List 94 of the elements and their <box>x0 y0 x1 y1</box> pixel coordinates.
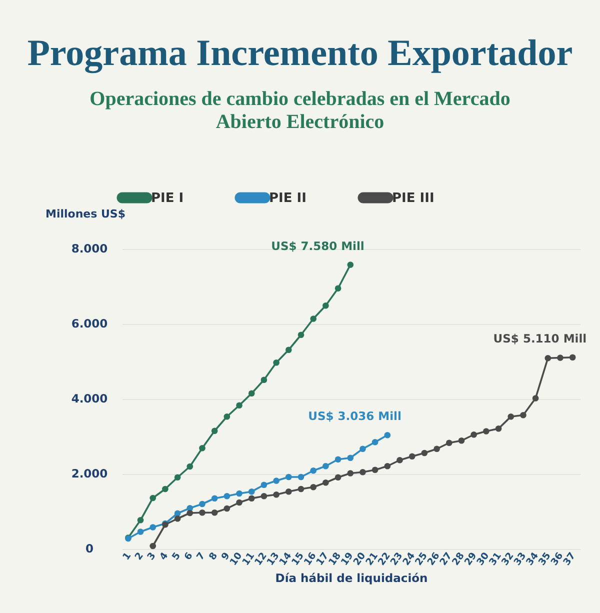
x-tick-label: 5 <box>170 550 183 562</box>
point <box>199 444 206 452</box>
point <box>285 488 292 495</box>
point <box>248 488 255 495</box>
legend-label: PIE II <box>269 190 306 206</box>
point <box>174 474 181 481</box>
point <box>372 466 378 474</box>
annotation: US$ 3.036 Mill <box>308 409 402 424</box>
point <box>224 505 230 512</box>
point <box>322 479 329 486</box>
y-axis-title: Millones US$ <box>46 208 126 220</box>
point <box>273 478 280 484</box>
point <box>273 359 280 366</box>
point <box>260 376 268 384</box>
point <box>236 490 242 497</box>
point <box>298 486 304 492</box>
point <box>211 495 218 502</box>
point <box>569 354 576 361</box>
point <box>285 346 292 354</box>
annotation: US$ 7.580 Mill <box>271 238 364 253</box>
x-tick-label: 37 <box>561 550 578 568</box>
point <box>224 413 230 420</box>
x-tick-label: 8 <box>207 550 220 562</box>
point <box>384 462 391 470</box>
x-tick-label: 7 <box>194 550 208 562</box>
point <box>224 492 230 500</box>
point <box>334 285 342 292</box>
point <box>557 354 564 361</box>
point <box>285 474 292 480</box>
point <box>372 438 378 446</box>
point <box>434 446 440 452</box>
point <box>260 492 268 500</box>
y-tick-label: 6.000 <box>71 316 108 330</box>
point <box>347 262 354 268</box>
point <box>248 390 255 397</box>
point <box>347 454 354 462</box>
point <box>310 467 317 474</box>
legend-label: PIE III <box>392 190 434 206</box>
point <box>298 474 304 480</box>
point <box>334 456 342 463</box>
y-tick-label: 2.000 <box>71 466 108 480</box>
legend-label: PIE I <box>151 190 184 206</box>
point <box>186 510 194 516</box>
point <box>248 495 255 502</box>
point <box>347 470 354 476</box>
point <box>310 316 317 322</box>
point <box>310 484 317 490</box>
point <box>150 542 156 550</box>
y-tick-label: 4.000 <box>71 392 108 406</box>
point <box>360 446 366 452</box>
point <box>236 499 242 506</box>
point <box>236 402 242 409</box>
point <box>150 494 156 502</box>
x-tick-label: 4 <box>158 550 171 562</box>
point <box>322 462 329 470</box>
point <box>446 440 452 446</box>
x-tick-label: 2 <box>133 550 146 562</box>
point <box>408 453 416 460</box>
chart-title: Programa Incremento Exportador <box>26 33 574 75</box>
point <box>137 528 144 535</box>
point <box>260 482 268 488</box>
x-tick-label: 3 <box>145 550 158 562</box>
point <box>273 491 280 498</box>
x-axis-title: Día hábil de liquidación <box>275 570 428 585</box>
point <box>137 516 144 524</box>
point <box>199 500 206 508</box>
point <box>544 354 552 362</box>
point <box>360 468 366 476</box>
x-tick-label: 1 <box>120 550 134 562</box>
point <box>334 474 342 481</box>
point <box>532 395 539 402</box>
point <box>384 432 391 438</box>
x-tick-label: 6 <box>182 550 196 562</box>
point <box>162 486 168 492</box>
annotation: US$ 5.110 Mill <box>493 331 587 346</box>
point <box>199 509 206 516</box>
y-tick-label: 0 <box>85 542 94 556</box>
point <box>421 450 428 456</box>
point <box>396 456 403 464</box>
point <box>211 428 218 434</box>
point <box>508 413 514 420</box>
point <box>495 425 502 432</box>
point <box>211 509 218 516</box>
point <box>520 412 526 418</box>
point <box>483 428 490 434</box>
y-tick-label: 8.000 <box>71 242 108 256</box>
point <box>470 431 477 438</box>
point <box>458 437 465 444</box>
chart-subtitle: Operaciones de cambio celebradas en el Mercado Abierto Electrónico <box>88 88 512 134</box>
point <box>298 332 304 338</box>
point <box>322 302 329 309</box>
point <box>186 463 194 470</box>
point <box>174 515 181 522</box>
point <box>150 524 156 530</box>
